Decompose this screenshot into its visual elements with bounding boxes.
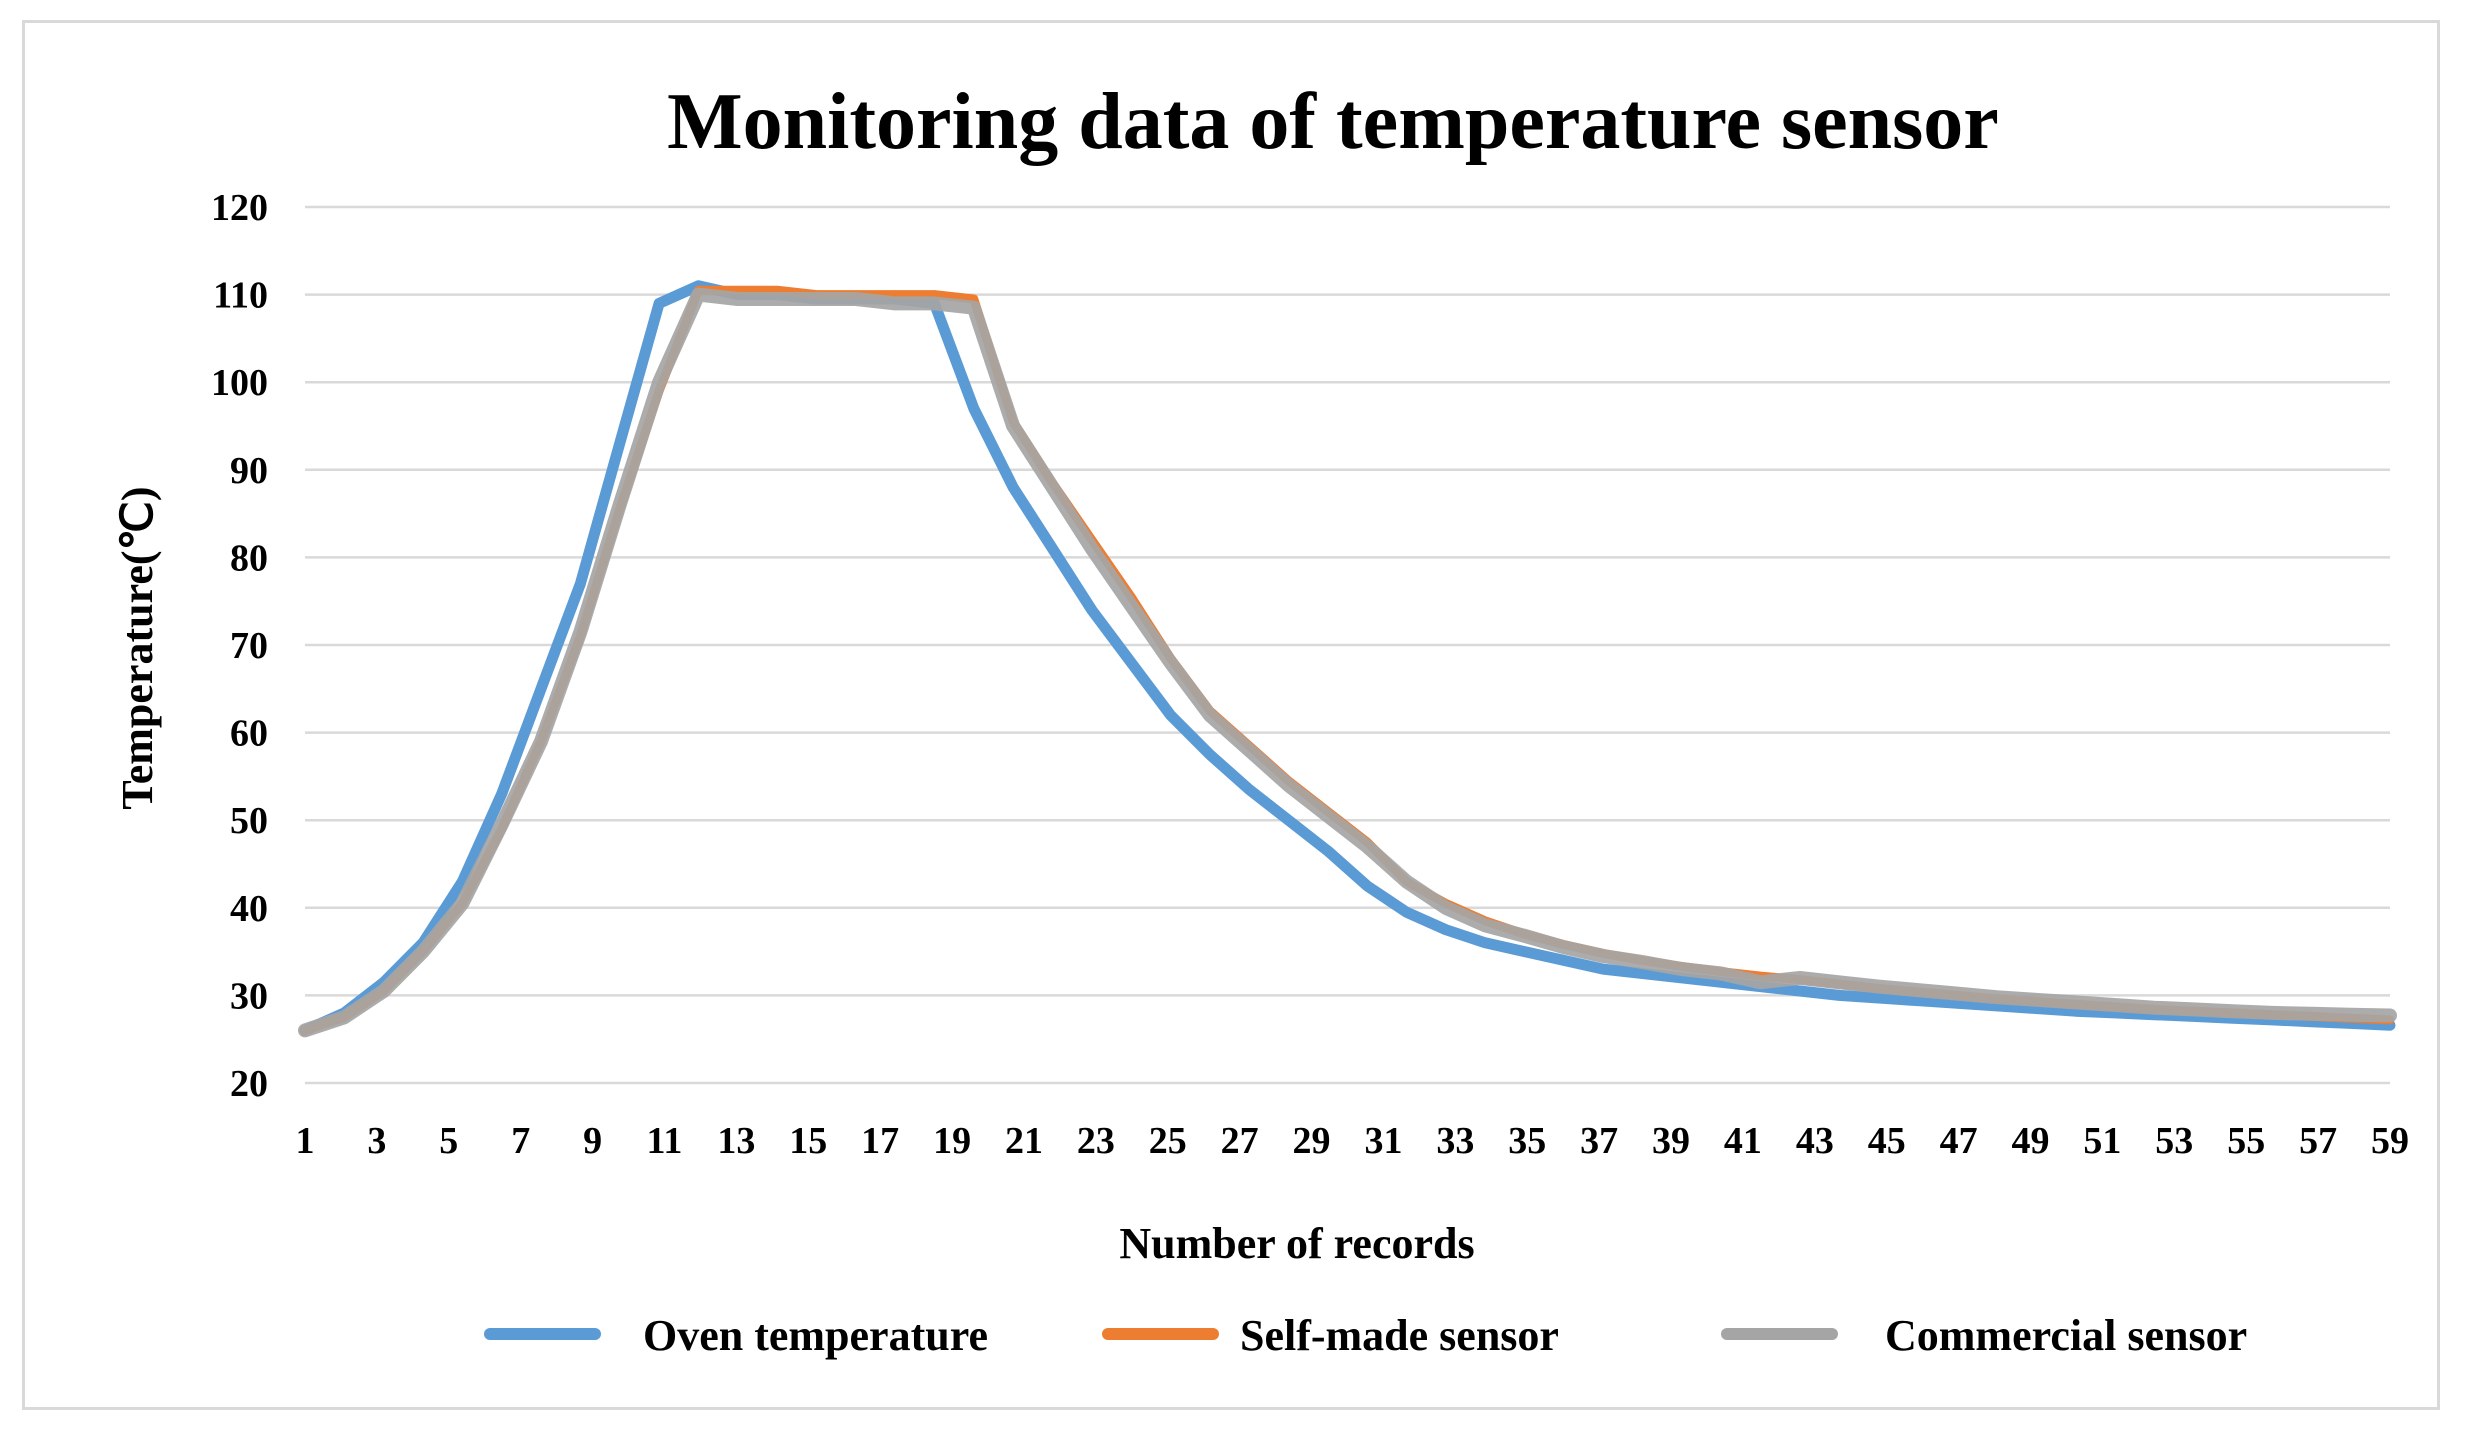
x-tick-label: 25 (1149, 1120, 1187, 1162)
series-line-self-made-sensor (300, 285, 2395, 1035)
grid-lines (305, 205, 2390, 1085)
x-tick-label: 39 (1652, 1120, 1690, 1162)
x-tick-label: 35 (1508, 1120, 1546, 1162)
y-tick-label: 20 (230, 1063, 268, 1105)
x-tick-label: 59 (2371, 1120, 2409, 1162)
x-tick-label: 17 (861, 1120, 899, 1162)
x-tick-label: 9 (583, 1120, 602, 1162)
x-tick-label: 53 (2155, 1120, 2193, 1162)
x-tick-label: 43 (1796, 1120, 1834, 1162)
x-tick-label: 49 (2012, 1120, 2050, 1162)
x-tick-label: 11 (647, 1120, 683, 1162)
legend-item-commercial-sensor: Commercial sensor (1721, 1311, 2247, 1360)
y-tick-label: 90 (230, 450, 268, 492)
x-tick-label: 21 (1005, 1120, 1043, 1162)
x-tick-label: 7 (511, 1120, 530, 1162)
x-tick-label: 13 (717, 1120, 755, 1162)
x-tick-label: 3 (367, 1120, 386, 1162)
y-tick-label: 30 (230, 975, 268, 1017)
x-tick-label: 51 (2083, 1120, 2121, 1162)
x-tick-label: 19 (933, 1120, 971, 1162)
x-tick-label: 15 (789, 1120, 827, 1162)
x-tick-label: 5 (439, 1120, 458, 1162)
y-tick-label: 70 (230, 625, 268, 667)
x-tick-label: 1 (296, 1120, 315, 1162)
x-tick-label: 29 (1293, 1120, 1331, 1162)
x-axis-label: Number of records (1119, 1219, 1474, 1268)
x-tick-label: 27 (1221, 1120, 1259, 1162)
legend-label: Oven temperature (643, 1311, 988, 1360)
legend-item-oven-temperature: Oven temperature (484, 1311, 988, 1360)
x-tick-label: 41 (1724, 1120, 1762, 1162)
x-tick-label: 37 (1580, 1120, 1618, 1162)
legend-item-self-made-sensor: Self-made sensor (1102, 1311, 1559, 1360)
y-axis-label: Temperature(℃) (113, 486, 162, 809)
x-tick-label: 47 (1940, 1120, 1978, 1162)
x-tick-label: 55 (2227, 1120, 2265, 1162)
y-tick-label: 120 (211, 187, 268, 229)
y-tick-label: 80 (230, 537, 268, 579)
series-lines (298, 280, 2397, 1038)
chart-frame (22, 20, 2440, 1410)
legend-label: Commercial sensor (1885, 1311, 2247, 1360)
y-tick-label: 50 (230, 800, 268, 842)
y-tick-label: 100 (211, 362, 268, 404)
y-axis-ticks: 20 30 40 50 60 70 80 90 100 110 120 (211, 187, 268, 1105)
y-tick-label: 110 (213, 275, 268, 317)
series-line-commercial-sensor (298, 287, 2397, 1038)
series-line-oven-temperature (299, 280, 2396, 1036)
chart-title: Monitoring data of temperature sensor (667, 78, 1999, 166)
y-tick-label: 40 (230, 888, 268, 930)
x-tick-label: 45 (1868, 1120, 1906, 1162)
y-tick-label: 60 (230, 713, 268, 755)
x-axis-ticks: 1 3 5 7 9 11 13 15 17 19 21 23 25 27 29 31 33 35 37 39 41 43 4… (296, 1120, 2410, 1162)
legend: Oven temperature Self-made sensor Commerci… (484, 1311, 2247, 1360)
x-tick-label: 31 (1364, 1120, 1402, 1162)
legend-label: Self-made sensor (1240, 1311, 1559, 1360)
x-tick-label: 57 (2299, 1120, 2337, 1162)
x-tick-label: 33 (1436, 1120, 1474, 1162)
x-tick-label: 23 (1077, 1120, 1115, 1162)
